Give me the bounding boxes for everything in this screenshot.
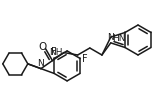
Text: F: F (82, 54, 88, 64)
Text: O: O (38, 43, 46, 53)
Text: F: F (51, 47, 57, 57)
Text: N: N (38, 59, 44, 68)
Text: HN: HN (112, 34, 125, 43)
Text: NH: NH (49, 48, 63, 57)
Text: N: N (107, 33, 114, 42)
